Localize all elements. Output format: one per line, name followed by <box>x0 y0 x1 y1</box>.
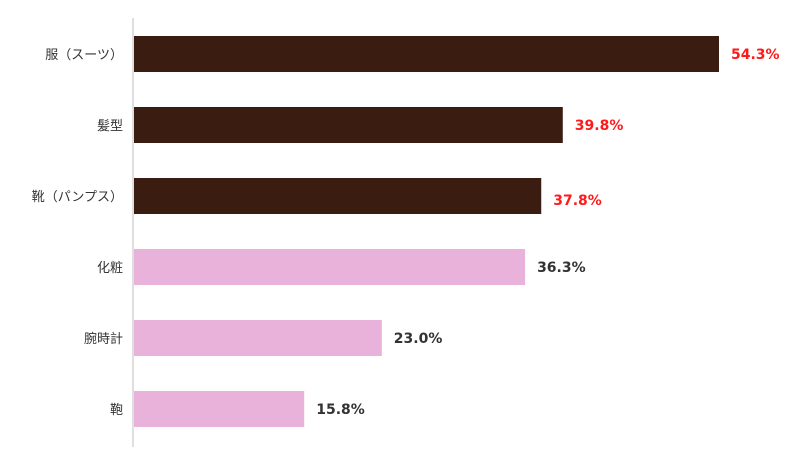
bar <box>134 107 563 143</box>
value-label: 37.8% <box>553 193 602 209</box>
bars-group: 服（スーツ） 54.3% 髪型 39.8% 靴（パンプス） 37.8% 化粧 36.3% 腕時計… <box>32 36 780 427</box>
bar <box>134 320 382 356</box>
category-label: 靴（パンプス） <box>32 190 123 205</box>
category-label: 化粧 <box>97 261 123 276</box>
value-label: 36.3% <box>537 260 586 276</box>
value-label: 54.3% <box>731 47 780 63</box>
value-label: 39.8% <box>575 118 624 134</box>
category-label: 髪型 <box>97 119 123 134</box>
bar <box>134 391 305 427</box>
bar <box>134 249 526 285</box>
bar <box>134 178 542 214</box>
bar <box>134 36 719 72</box>
value-label: 15.8% <box>316 402 365 418</box>
category-label: 服（スーツ） <box>45 48 123 63</box>
value-label: 23.0% <box>394 331 443 347</box>
category-label: 鞄 <box>110 403 123 418</box>
category-label: 腕時計 <box>84 331 123 347</box>
